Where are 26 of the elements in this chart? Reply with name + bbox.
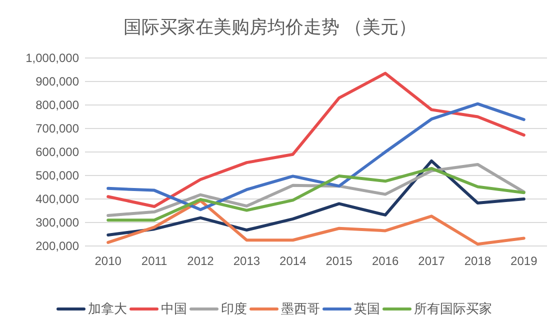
ytick: 200,000: [36, 239, 79, 253]
ytick: 400,000: [36, 192, 79, 206]
legend-label: 英国: [354, 301, 380, 316]
ytick: 600,000: [36, 145, 79, 159]
xtick: 2010: [94, 254, 122, 268]
legend-label: 所有国际买家: [414, 301, 492, 316]
legend-label: 中国: [161, 301, 187, 316]
ytick: 300,000: [36, 216, 79, 230]
xtick: 2018: [464, 254, 492, 268]
legend-label: 加拿大: [88, 301, 127, 316]
xtick: 2011: [141, 254, 168, 268]
xtick: 2015: [326, 254, 352, 268]
xtick: 2019: [510, 254, 538, 268]
xtick: 2013: [233, 254, 260, 268]
title: 国际买家在美购房均价走势 （美元）: [124, 17, 416, 37]
xtick: 2014: [280, 254, 306, 268]
ytick: 1,000,000: [26, 51, 79, 65]
ytick: 700,000: [36, 122, 79, 136]
ytick: 500,000: [36, 168, 79, 182]
legend-label: 墨西哥: [281, 301, 320, 316]
legend-label: 印度: [221, 301, 247, 316]
xtick: 2012: [187, 254, 214, 268]
ytick: 900,000: [36, 74, 79, 88]
xtick: 2016: [372, 254, 399, 268]
xtick: 2017: [418, 254, 445, 268]
ytick: 800,000: [36, 98, 79, 112]
